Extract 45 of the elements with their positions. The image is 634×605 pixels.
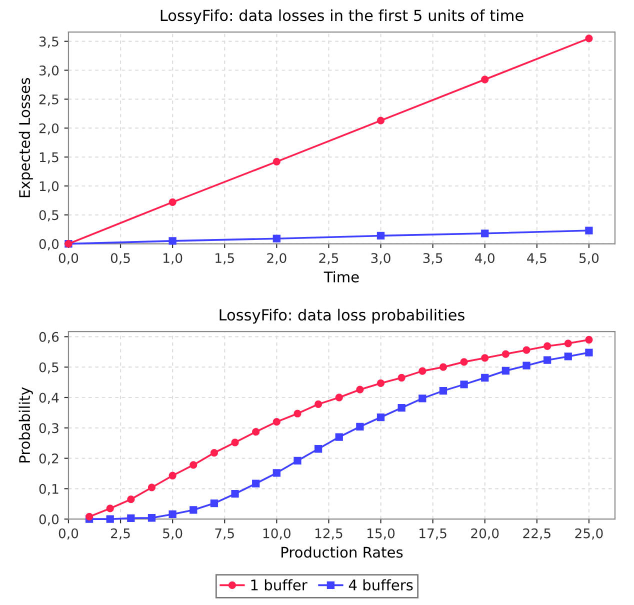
y-tick-label: 0,0 xyxy=(39,239,59,250)
y-tick-label: 0,3 xyxy=(39,423,58,434)
y-tick-label: 0,4 xyxy=(39,392,59,404)
y-axis-title: Probability xyxy=(18,387,33,462)
x-tick-label: 0,0 xyxy=(58,253,78,264)
x-tick-label: 0,5 xyxy=(110,253,130,264)
y-tick-label: 3,5 xyxy=(39,36,58,48)
y-tick-label: 0,5 xyxy=(39,210,58,222)
y-axis-title: Expected Losses xyxy=(18,78,33,198)
x-axis-title: Time xyxy=(324,271,359,282)
x-tick-label: 2,5 xyxy=(319,253,338,264)
x-tick-label: 0,0 xyxy=(58,528,78,540)
x-tick-label: 25,0 xyxy=(575,528,603,540)
y-tick-label: 0,2 xyxy=(39,454,58,465)
y-tick-label: 2,0 xyxy=(39,123,59,135)
x-tick-label: 5,0 xyxy=(579,253,599,264)
y-tick-label: 3,0 xyxy=(39,65,59,77)
x-tick-label: 3,5 xyxy=(423,253,442,264)
x-tick-label: 1,0 xyxy=(164,253,182,264)
x-tick-label: 15,0 xyxy=(368,528,395,540)
x-tick-label: 4,5 xyxy=(527,253,546,264)
x-axis-title: Production Rates xyxy=(282,546,403,558)
y-tick-label: 2,5 xyxy=(39,94,58,106)
legend-label: 4 buffers xyxy=(348,579,413,591)
x-tick-label: 4,0 xyxy=(475,253,494,264)
x-tick-label: 2,5 xyxy=(110,528,130,540)
x-tick-label: 10,0 xyxy=(263,528,290,540)
y-tick-label: 0,5 xyxy=(39,362,58,374)
chart-title: LossyFifo: data loss probabilities xyxy=(220,308,464,324)
x-tick-label: 3,0 xyxy=(371,253,390,264)
x-tick-label: 17,5 xyxy=(420,528,446,540)
y-tick-label: 1,5 xyxy=(40,152,58,164)
x-tick-label: 1,5 xyxy=(216,253,234,264)
y-tick-label: 1,0 xyxy=(40,181,59,193)
y-tick-label: 0,1 xyxy=(39,484,58,496)
x-tick-label: 12,5 xyxy=(315,528,342,540)
x-tick-label: 20,0 xyxy=(471,528,499,540)
y-tick-label: 0,6 xyxy=(39,332,59,344)
x-tick-label: 2,0 xyxy=(267,253,286,264)
x-tick-label: 5,0 xyxy=(163,528,182,540)
y-tick-label: 0,0 xyxy=(39,514,59,526)
x-tick-label: 22,5 xyxy=(523,528,550,540)
legend-label: 1 buffer xyxy=(251,579,308,591)
x-tick-label: 7,5 xyxy=(215,528,234,540)
chart-title: LossyFifo: data losses in the first 5 units of time xyxy=(160,9,524,24)
